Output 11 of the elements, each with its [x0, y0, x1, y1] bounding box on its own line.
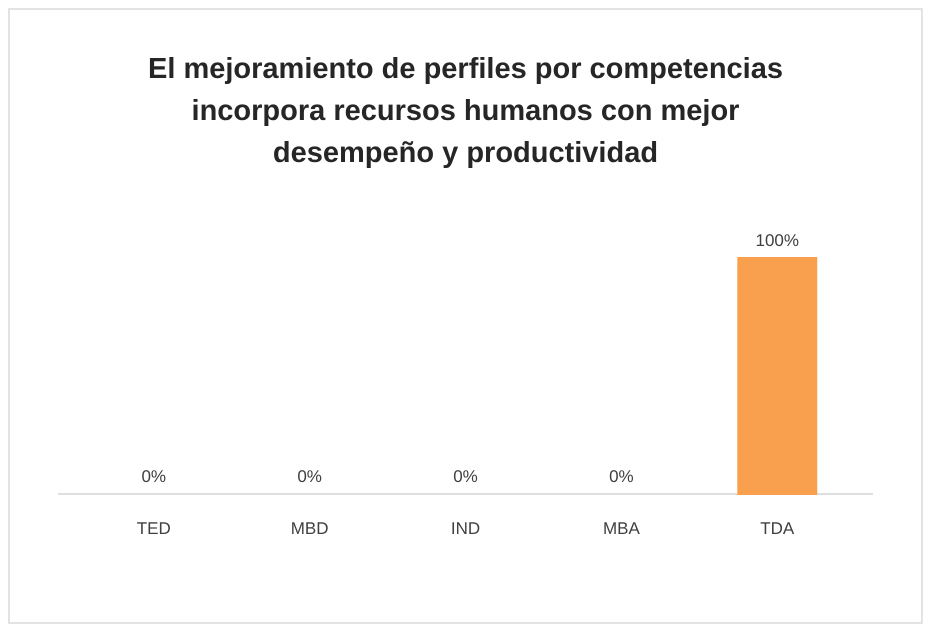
- chart-title: El mejoramiento de perfiles por competencias incorpora recursos humanos con mejor desempeño y productividad: [148, 53, 783, 169]
- data-label: 100%: [756, 231, 800, 250]
- x-tick-label: IND: [450, 519, 480, 538]
- data-label: 0%: [297, 467, 322, 486]
- data-label: 0%: [609, 467, 634, 486]
- x-tick-label: TDA: [760, 519, 795, 538]
- data-label: 0%: [453, 467, 478, 486]
- x-tick-label: MBD: [290, 519, 329, 538]
- x-tick-label: TED: [136, 519, 171, 538]
- data-label: 0%: [141, 467, 166, 486]
- x-tick-label: MBA: [602, 519, 640, 538]
